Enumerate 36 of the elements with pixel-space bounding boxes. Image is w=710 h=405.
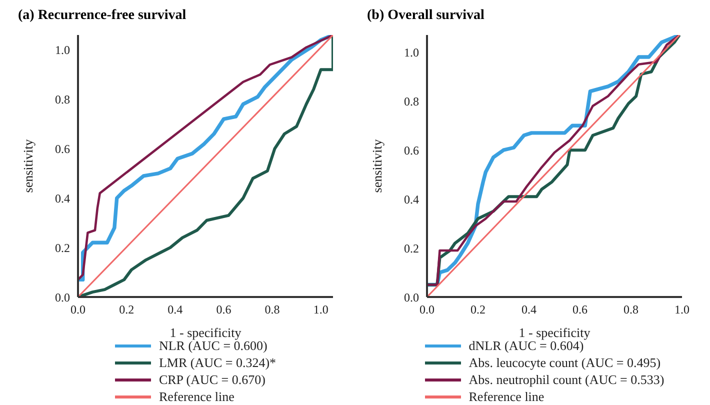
y-axis-title: sensitivity [370,138,385,193]
x-tick-label: 0.4 [522,302,536,317]
y-tick-label: 1.0 [55,43,70,58]
x-tick-label: 0.4 [168,302,183,317]
y-tick-label: 0.8 [55,92,70,107]
x-tick-label: 1.0 [313,302,328,317]
y-tick-label: 0.2 [55,240,70,255]
y-tick-label: 1.0 [404,45,419,60]
legend-label: Abs. leucocyte count (AUC = 0.495) [468,354,661,370]
legend-label: CRP (AUC = 0.670) [158,372,266,388]
legend-label: Reference line [468,388,544,404]
y-tick-label: 0.0 [55,290,70,304]
x-tick-label: 0.0 [70,302,86,317]
y-tick-label: 0.4 [55,191,70,206]
y-axis-title: sensitivity [20,138,36,193]
x-tick-label: 0.6 [572,302,588,317]
y-tick-label: 0.6 [55,142,70,156]
x-tick-label: 0.0 [420,302,434,317]
y-tick-label: 0.2 [404,241,419,256]
legend-label: LMR (AUC = 0.324)* [158,354,276,370]
x-axis-title: 1 - specificity [170,325,242,340]
y-tick-label: 0.0 [404,290,419,304]
chart-title: (a) Recurrence-free survival [18,8,188,25]
y-tick-label: 0.6 [404,143,419,158]
x-tick-label: 0.2 [119,302,134,317]
chart-title: (b) Overall survival [367,8,486,25]
x-tick-label: 0.8 [624,302,638,317]
legend-label: Reference line [158,388,234,404]
y-tick-label: 0.8 [404,94,419,108]
y-tick-label: 0.4 [404,192,419,206]
x-tick-label: 1.0 [674,302,690,317]
legend-label: Abs. neutrophil count (AUC = 0.533) [468,372,664,388]
x-axis-title: 1 - specificity [518,325,591,340]
x-tick-label: 0.6 [216,302,232,317]
x-tick-label: 0.8 [264,302,280,317]
x-tick-label: 0.2 [470,302,486,317]
